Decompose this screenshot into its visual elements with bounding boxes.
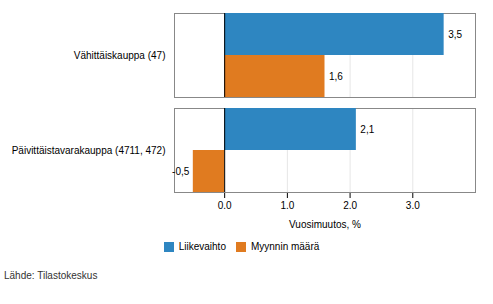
svg-text:2.0: 2.0: [343, 200, 357, 211]
html-text:Liikevaihto: Liikevaihto: [178, 241, 226, 252]
svg-text:-0,5: -0,5: [172, 166, 190, 177]
svg-text:Vähittäiskauppa (47): Vähittäiskauppa (47): [74, 50, 166, 61]
svg-text:Päivittäistavarakauppa (4711,: Päivittäistavarakauppa (4711, 472): [12, 145, 166, 156]
svg-text:2,1: 2,1: [360, 124, 374, 135]
svg-text:1.0: 1.0: [280, 200, 294, 211]
svg-text:Vuosimuutos, %: Vuosimuutos, %: [289, 219, 361, 230]
svg-text:0.0: 0.0: [218, 200, 232, 211]
html-text:Lähde: Tilastokeskus: Lähde: Tilastokeskus: [4, 270, 98, 281]
html-text:Myynnin määrä: Myynnin määrä: [251, 241, 320, 252]
svg-text:3,5: 3,5: [448, 29, 462, 40]
svg-text:1,6: 1,6: [329, 71, 343, 82]
svg-text:3.0: 3.0: [406, 200, 420, 211]
